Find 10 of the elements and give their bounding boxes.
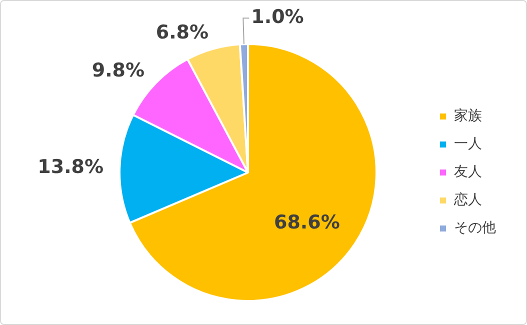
data-label: 68.6% bbox=[274, 212, 340, 234]
data-label: 9.8% bbox=[92, 60, 145, 82]
data-label: 1.0% bbox=[251, 6, 304, 28]
legend-label: 恋人 bbox=[453, 192, 482, 208]
legend-label: その他 bbox=[454, 220, 496, 236]
data-label: 13.8% bbox=[38, 156, 104, 178]
data-label: 6.8% bbox=[156, 21, 209, 44]
legend-label: 一人 bbox=[454, 136, 482, 152]
legend-label: 友人 bbox=[454, 164, 482, 180]
legend-label: 家族 bbox=[454, 108, 482, 124]
